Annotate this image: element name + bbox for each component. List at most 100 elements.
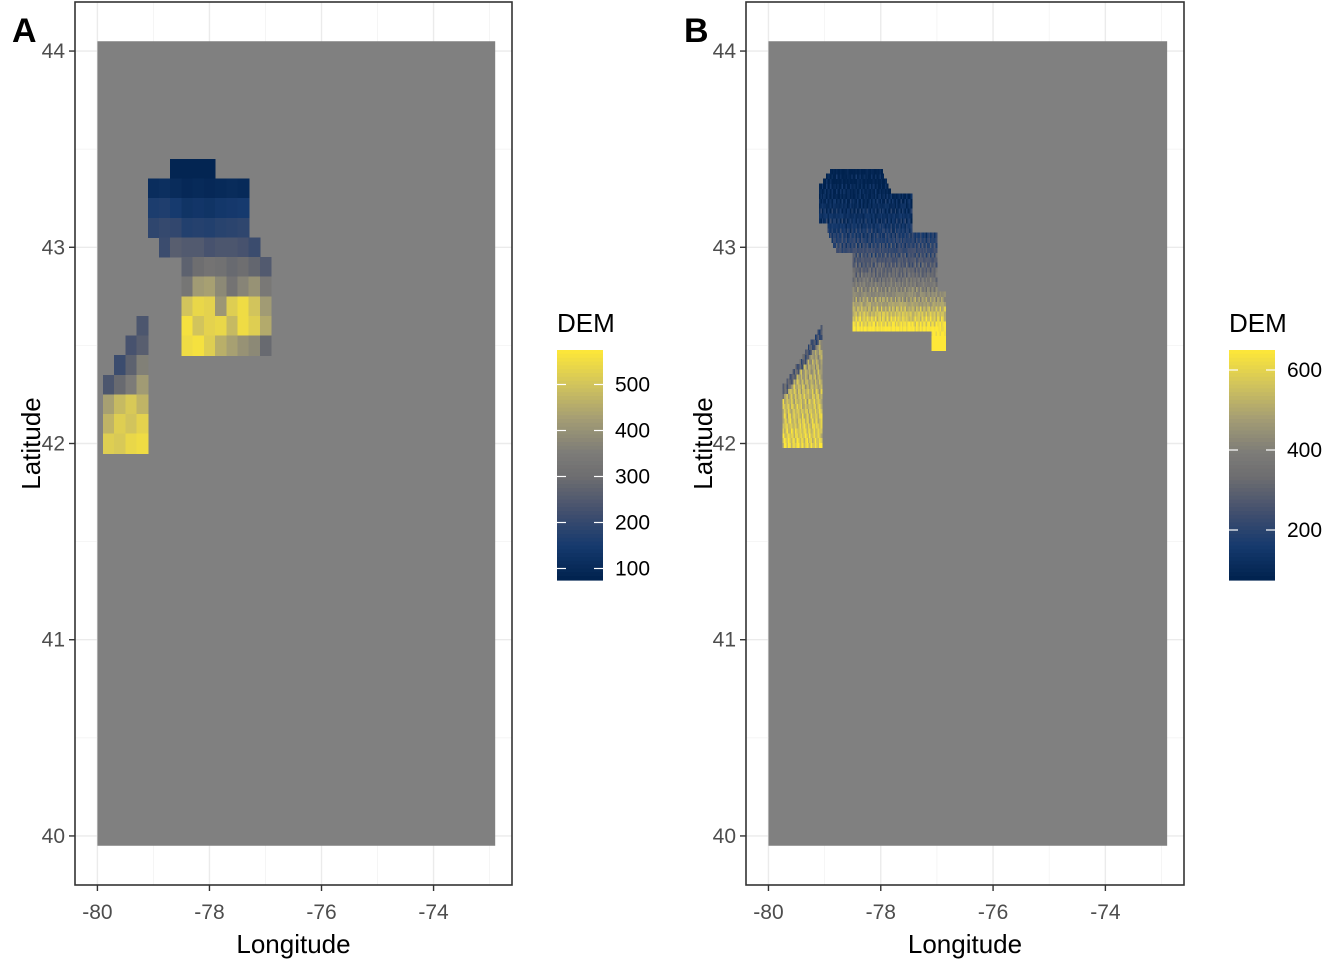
raster-cell [894, 227, 897, 234]
raster-cell [889, 212, 892, 219]
raster-cell [913, 257, 916, 263]
raster-cell [943, 311, 946, 317]
raster-cell [237, 178, 250, 199]
raster-cell [883, 193, 886, 199]
raster-cell [811, 437, 814, 444]
raster-cell [886, 237, 889, 243]
raster-cell [855, 291, 858, 297]
raster-cell [882, 252, 885, 258]
raster-cell [872, 271, 875, 278]
raster-cell [938, 301, 941, 307]
raster-cell [883, 257, 886, 263]
raster-cell [861, 198, 864, 204]
raster-cell [790, 388, 793, 395]
raster-cell [800, 422, 803, 429]
raster-cell [811, 398, 814, 404]
raster-cell [936, 320, 939, 327]
raster-cell [906, 276, 909, 283]
raster-cell [913, 320, 916, 327]
raster-cell [942, 325, 945, 332]
raster-cell [814, 408, 817, 414]
raster-cell [883, 203, 886, 209]
legend-label: 200 [1287, 519, 1322, 542]
raster-cell [893, 276, 896, 283]
raster-cell [786, 388, 789, 395]
raster-cell [826, 193, 829, 199]
raster-cell [811, 339, 814, 346]
raster-cell [835, 232, 838, 239]
raster-cell [823, 198, 826, 204]
raster-cell [922, 315, 925, 322]
raster-cell [872, 198, 875, 204]
raster-cell [931, 266, 934, 273]
raster-cell [840, 227, 843, 234]
raster-cell [869, 296, 872, 302]
raster-cell [927, 271, 930, 278]
raster-cell [934, 247, 937, 253]
raster-cell [810, 388, 813, 395]
raster-cell [841, 193, 844, 199]
raster-cell [861, 183, 864, 190]
raster-cell [841, 173, 844, 180]
raster-cell [793, 417, 796, 424]
raster-cell [810, 437, 813, 444]
raster-cell [811, 368, 814, 375]
raster-cell [863, 271, 866, 278]
raster-cell [834, 188, 837, 194]
raster-cell [807, 344, 810, 350]
raster-cell [800, 368, 803, 375]
raster-cell [935, 286, 938, 293]
raster-cell [793, 403, 796, 409]
raster-cell [852, 242, 855, 248]
raster-cell [837, 173, 840, 180]
raster-cell [226, 276, 239, 297]
raster-cell [834, 203, 837, 209]
raster-cell [882, 227, 885, 234]
raster-cell [890, 232, 893, 239]
raster-cell [866, 212, 869, 219]
raster-cell [882, 203, 885, 209]
raster-cell [803, 388, 806, 395]
raster-cell [852, 325, 855, 332]
raster-cell [932, 271, 935, 278]
raster-cell [855, 261, 858, 268]
raster-cell [873, 291, 876, 297]
raster-cell [906, 252, 909, 258]
raster-cell [883, 325, 886, 332]
raster-cell [854, 325, 857, 332]
raster-cell [928, 311, 931, 317]
raster-cell [872, 217, 875, 224]
raster-cell [927, 301, 930, 307]
raster-cell [904, 261, 907, 268]
raster-cell [894, 266, 897, 273]
raster-cell [827, 188, 830, 194]
raster-cell [806, 354, 809, 360]
raster-cell [842, 203, 845, 209]
raster-cell [910, 325, 913, 332]
raster-cell [807, 383, 810, 390]
raster-cell [820, 344, 823, 350]
raster-cell [901, 286, 904, 293]
raster-cell [215, 276, 227, 297]
raster-cell [841, 208, 844, 214]
raster-cell [929, 296, 932, 302]
raster-cell [938, 306, 941, 312]
raster-cell [865, 291, 868, 297]
raster-cell [865, 168, 868, 175]
raster-cell [845, 237, 848, 243]
raster-cell [792, 388, 795, 395]
raster-cell [862, 266, 865, 273]
raster-cell [837, 232, 840, 239]
raster-cell [918, 237, 921, 243]
raster-cell [865, 306, 868, 312]
raster-cell [810, 442, 813, 449]
raster-cell [852, 188, 855, 194]
raster-cell [856, 227, 859, 234]
raster-cell [852, 286, 855, 293]
raster-cell [925, 320, 928, 327]
raster-cell [906, 193, 909, 199]
raster-cell [786, 417, 789, 424]
raster-cell [861, 291, 864, 297]
raster-cell [800, 388, 803, 395]
raster-cell [873, 183, 876, 190]
